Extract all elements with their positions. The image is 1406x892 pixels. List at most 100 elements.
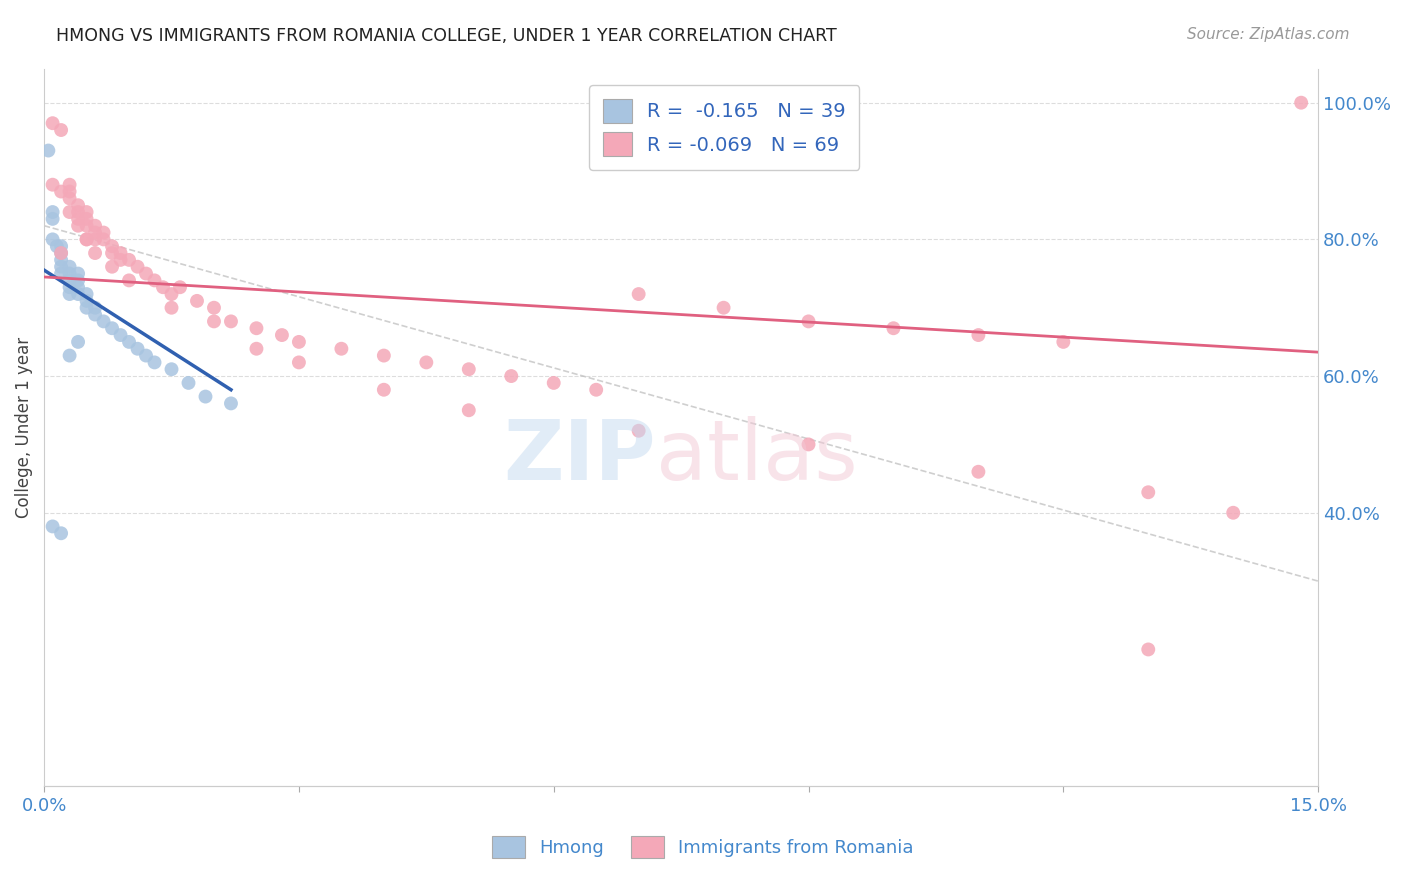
Point	[58, 185, 80, 199]
Point	[41, 519, 63, 533]
Point	[1289, 95, 1312, 110]
Point	[93, 226, 115, 240]
Point	[49, 526, 72, 541]
Point	[84, 232, 107, 246]
Point	[135, 349, 157, 363]
Point	[110, 328, 132, 343]
Point	[143, 355, 166, 369]
Point	[84, 219, 107, 233]
Text: ZIP: ZIP	[503, 416, 655, 497]
Point	[49, 260, 72, 274]
Point	[58, 273, 80, 287]
Point	[797, 314, 820, 328]
Point	[41, 211, 63, 226]
Point	[543, 376, 565, 390]
Point	[58, 178, 80, 192]
Point	[76, 301, 98, 315]
Point	[169, 280, 191, 294]
Point	[415, 355, 437, 369]
Point	[93, 314, 115, 328]
Point	[49, 252, 72, 267]
Point	[49, 123, 72, 137]
Point	[177, 376, 200, 390]
Point	[67, 198, 90, 212]
Point	[84, 226, 107, 240]
Point	[41, 178, 63, 192]
Legend: R =  -0.165   N = 39, R = -0.069   N = 69: R = -0.165 N = 39, R = -0.069 N = 69	[589, 86, 859, 169]
Point	[101, 246, 124, 260]
Point	[118, 334, 141, 349]
Point	[219, 314, 242, 328]
Point	[245, 321, 267, 335]
Point	[49, 239, 72, 253]
Point	[160, 287, 183, 301]
Point	[127, 342, 149, 356]
Text: HMONG VS IMMIGRANTS FROM ROMANIA COLLEGE, UNDER 1 YEAR CORRELATION CHART: HMONG VS IMMIGRANTS FROM ROMANIA COLLEGE…	[56, 27, 837, 45]
Point	[797, 437, 820, 451]
Point	[49, 267, 72, 281]
Point	[58, 260, 80, 274]
Point	[373, 349, 395, 363]
Point	[67, 205, 90, 219]
Point	[110, 246, 132, 260]
Point	[457, 362, 479, 376]
Point	[49, 185, 72, 199]
Point	[152, 280, 174, 294]
Point	[101, 260, 124, 274]
Point	[127, 260, 149, 274]
Point	[1137, 642, 1160, 657]
Point	[76, 211, 98, 226]
Point	[76, 287, 98, 301]
Point	[288, 334, 311, 349]
Point	[84, 301, 107, 315]
Point	[41, 232, 63, 246]
Point	[67, 287, 90, 301]
Point	[58, 191, 80, 205]
Point	[45, 239, 67, 253]
Point	[67, 334, 90, 349]
Point	[967, 328, 990, 343]
Point	[202, 314, 225, 328]
Point	[160, 301, 183, 315]
Point	[67, 219, 90, 233]
Point	[271, 328, 294, 343]
Point	[118, 273, 141, 287]
Point	[58, 280, 80, 294]
Text: atlas: atlas	[655, 416, 858, 497]
Point	[58, 205, 80, 219]
Point	[101, 321, 124, 335]
Point	[37, 144, 59, 158]
Point	[585, 383, 607, 397]
Point	[288, 355, 311, 369]
Point	[49, 246, 72, 260]
Point	[76, 293, 98, 308]
Point	[41, 205, 63, 219]
Point	[501, 369, 523, 384]
Text: Source: ZipAtlas.com: Source: ZipAtlas.com	[1187, 27, 1350, 42]
Point	[67, 273, 90, 287]
Point	[67, 267, 90, 281]
Point	[84, 308, 107, 322]
Point	[67, 280, 90, 294]
Point	[76, 232, 98, 246]
Point	[457, 403, 479, 417]
Point	[76, 205, 98, 219]
Point	[76, 232, 98, 246]
Point	[713, 301, 735, 315]
Point	[93, 232, 115, 246]
Point	[67, 211, 90, 226]
Point	[882, 321, 904, 335]
Point	[1137, 485, 1160, 500]
Point	[135, 267, 157, 281]
Point	[58, 267, 80, 281]
Point	[143, 273, 166, 287]
Point	[58, 287, 80, 301]
Point	[186, 293, 208, 308]
Point	[330, 342, 353, 356]
Point	[76, 219, 98, 233]
Point	[110, 252, 132, 267]
Point	[219, 396, 242, 410]
Point	[373, 383, 395, 397]
Point	[160, 362, 183, 376]
Point	[84, 246, 107, 260]
